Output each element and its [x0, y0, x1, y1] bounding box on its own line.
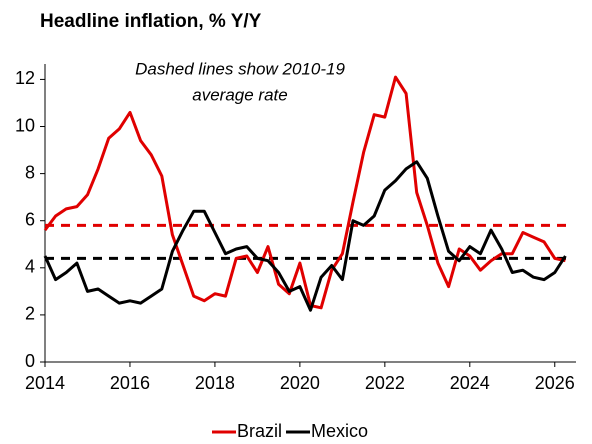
y-tick-label: 8 [25, 162, 35, 182]
series-line [43, 75, 566, 310]
annotation: Dashed lines show 2010-19 [135, 59, 345, 78]
y-tick-label: 12 [15, 68, 35, 88]
y-tick-label: 10 [15, 115, 35, 135]
legend-label: Brazil [237, 421, 282, 441]
annotation: average rate [192, 85, 287, 104]
x-tick-label: 2022 [365, 373, 405, 393]
chart-title: Headline inflation, % Y/Y [40, 11, 262, 32]
y-tick-label: 4 [25, 257, 35, 277]
y-tick-label: 0 [25, 351, 35, 371]
x-tick-label: 2016 [110, 373, 150, 393]
x-tick-label: 2014 [25, 373, 65, 393]
y-tick-label: 2 [25, 304, 35, 324]
x-tick-label: 2018 [195, 373, 235, 393]
x-tick-label: 2026 [535, 373, 575, 393]
x-tick-label: 2024 [450, 373, 490, 393]
series-line [43, 160, 567, 312]
legend-label: Mexico [311, 421, 368, 441]
x-tick-label: 2020 [280, 373, 320, 393]
y-tick-label: 6 [25, 209, 35, 229]
